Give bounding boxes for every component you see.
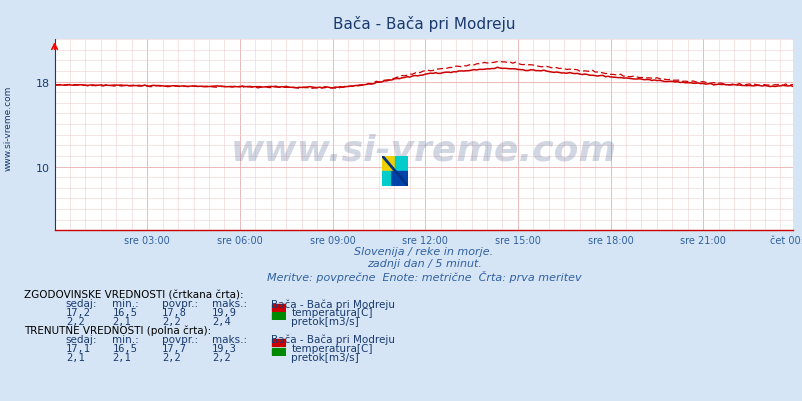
Text: 17,2: 17,2: [66, 308, 91, 318]
Text: sedaj:: sedaj:: [66, 299, 97, 309]
Text: min.:: min.:: [112, 334, 139, 344]
Text: Bača - Bača pri Modreju: Bača - Bača pri Modreju: [332, 16, 515, 32]
Bar: [395, 156, 407, 172]
Bar: [382, 172, 390, 186]
Text: 19,9: 19,9: [212, 308, 237, 318]
Text: TRENUTNE VREDNOSTI (polna črta):: TRENUTNE VREDNOSTI (polna črta):: [24, 325, 211, 335]
Text: temperatura[C]: temperatura[C]: [291, 343, 372, 353]
Text: 17,7: 17,7: [162, 343, 187, 353]
Text: 2,2: 2,2: [162, 316, 180, 326]
Text: 2,2: 2,2: [162, 352, 180, 362]
Text: Meritve: povprečne  Enote: metrične  Črta: prva meritev: Meritve: povprečne Enote: metrične Črta:…: [266, 271, 581, 283]
Text: 2,1: 2,1: [112, 316, 131, 326]
Text: pretok[m3/s]: pretok[m3/s]: [291, 316, 358, 326]
Text: ZGODOVINSKE VREDNOSTI (črtkana črta):: ZGODOVINSKE VREDNOSTI (črtkana črta):: [24, 290, 244, 300]
Text: 2,2: 2,2: [212, 352, 230, 362]
Text: min.:: min.:: [112, 299, 139, 309]
Text: pretok[m3/s]: pretok[m3/s]: [291, 352, 358, 362]
Bar: [390, 172, 407, 186]
Text: 17,8: 17,8: [162, 308, 187, 318]
Text: 16,5: 16,5: [112, 308, 137, 318]
Bar: [382, 156, 395, 172]
Text: zadnji dan / 5 minut.: zadnji dan / 5 minut.: [366, 259, 481, 269]
Text: Bača - Bača pri Modreju: Bača - Bača pri Modreju: [271, 334, 395, 344]
Text: Bača - Bača pri Modreju: Bača - Bača pri Modreju: [271, 299, 395, 309]
Text: 2,2: 2,2: [66, 316, 84, 326]
Text: 19,3: 19,3: [212, 343, 237, 353]
Text: maks.:: maks.:: [212, 299, 247, 309]
Text: povpr.:: povpr.:: [162, 299, 198, 309]
Text: www.si-vreme.com: www.si-vreme.com: [231, 134, 616, 168]
Text: www.si-vreme.com: www.si-vreme.com: [3, 86, 13, 171]
Text: sedaj:: sedaj:: [66, 334, 97, 344]
Text: maks.:: maks.:: [212, 334, 247, 344]
Text: 2,1: 2,1: [66, 352, 84, 362]
Text: Slovenija / reke in morje.: Slovenija / reke in morje.: [354, 247, 493, 257]
Text: 2,4: 2,4: [212, 316, 230, 326]
Text: 2,1: 2,1: [112, 352, 131, 362]
Text: 16,5: 16,5: [112, 343, 137, 353]
Text: temperatura[C]: temperatura[C]: [291, 308, 372, 318]
Text: 17,1: 17,1: [66, 343, 91, 353]
Text: povpr.:: povpr.:: [162, 334, 198, 344]
